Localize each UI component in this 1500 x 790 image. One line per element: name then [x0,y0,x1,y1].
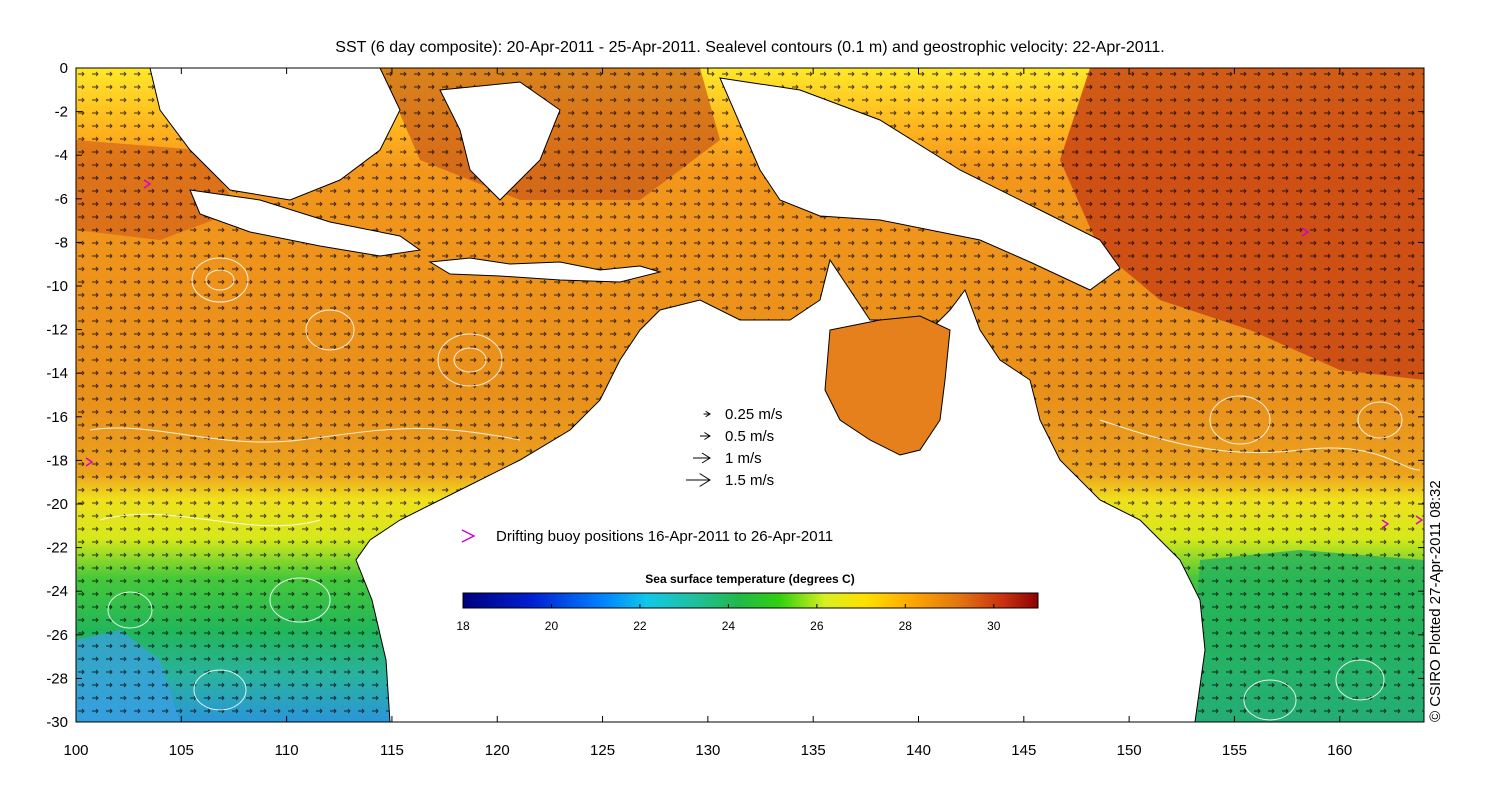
velocity-legend-label: 1.5 m/s [725,472,774,489]
x-tick-label: 105 [169,742,194,759]
y-tick-label: -10 [46,278,68,295]
x-tick-label: 115 [380,742,404,759]
velocity-arrow-icon [686,473,711,487]
colorbar-title: Sea surface temperature (degrees C) [645,572,854,586]
velocity-arrow-icon [693,452,711,464]
y-tick-label: -8 [55,234,68,251]
y-tick-label: -16 [46,409,68,426]
buoy-legend: Drifting buoy positions 16-Apr-2011 to 2… [461,528,833,545]
y-tick-label: -20 [46,496,68,513]
y-tick-label: -2 [55,104,68,121]
y-tick-label: -14 [46,365,68,382]
y-axis: 0 -2 -4 -6 -8 -10 -12 -14 -16 -18 -20 -22 -24 -26 -28 -… [46,60,1424,731]
velocity-legend-label: 1 m/s [725,450,762,467]
land-lesser-sunda [428,257,662,283]
velocity-legend: 0.25 m/s 0.5 m/s 1 m/s 1.5 m/s [686,406,783,489]
buoy-marker-icon [461,529,476,543]
x-axis: 100 105 110 115 120 125 130 135 140 145 150 155 160 [63,68,1352,759]
velocity-arrow-icon [703,410,711,418]
drifting-buoy-markers [85,179,1424,529]
colorbar-tick-label: 26 [810,619,824,633]
colorbar-tick-label: 28 [899,619,913,633]
x-tick-label: 120 [485,742,510,759]
x-tick-label: 155 [1222,742,1247,759]
colorbar-tick-label: 24 [722,619,736,633]
y-tick-label: -26 [46,627,68,644]
x-tick-label: 160 [1327,742,1352,759]
y-tick-label: -18 [46,452,68,469]
colorbar-tick-label: 18 [456,619,470,633]
x-tick-label: 110 [275,742,299,759]
colorbar-ramp [462,592,1039,609]
colorbar-ticks: 18 20 22 24 26 28 30 [456,604,1001,633]
x-tick-label: 145 [1011,742,1036,759]
colorbar-tick-label: 30 [987,619,1001,633]
sealevel-contours [89,257,1421,721]
y-tick-label: -12 [46,322,68,339]
credit-label: © CSIRO Plotted 27-Apr-2011 08:32 [1427,480,1444,722]
land-sulawesi [439,81,561,201]
y-tick-label: -30 [46,714,68,731]
land-java [189,189,422,257]
x-tick-label: 140 [906,742,931,759]
map-title: SST (6 day composite): 20-Apr-2011 - 25-… [335,39,1164,56]
land-sumatra-borneo [149,68,401,201]
y-tick-label: -28 [46,670,68,687]
gulf-of-carpentaria [824,315,951,456]
y-tick-label: -24 [46,583,68,600]
x-tick-label: 100 [63,742,88,759]
velocity-legend-label: 0.25 m/s [725,406,783,423]
velocity-legend-label: 0.5 m/s [725,428,774,445]
x-tick-label: 125 [590,742,615,759]
x-tick-label: 150 [1117,742,1142,759]
velocity-arrow-icon [700,432,711,440]
buoy-legend-label: Drifting buoy positions 16-Apr-2011 to 2… [496,528,833,545]
colorbar-tick-label: 20 [545,619,559,633]
y-tick-label: 0 [60,60,68,77]
plot-frame [75,67,1425,723]
colorbar-tick-label: 22 [633,619,647,633]
plot-area [76,68,1424,722]
land-new-guinea [719,77,1121,291]
y-tick-label: -6 [55,191,68,208]
y-tick-label: -4 [55,147,68,164]
colorbar: Sea surface temperature (degrees C) 18 20… [456,572,1039,633]
x-tick-label: 130 [695,742,720,759]
x-tick-label: 135 [801,742,826,759]
y-tick-label: -22 [46,540,68,557]
